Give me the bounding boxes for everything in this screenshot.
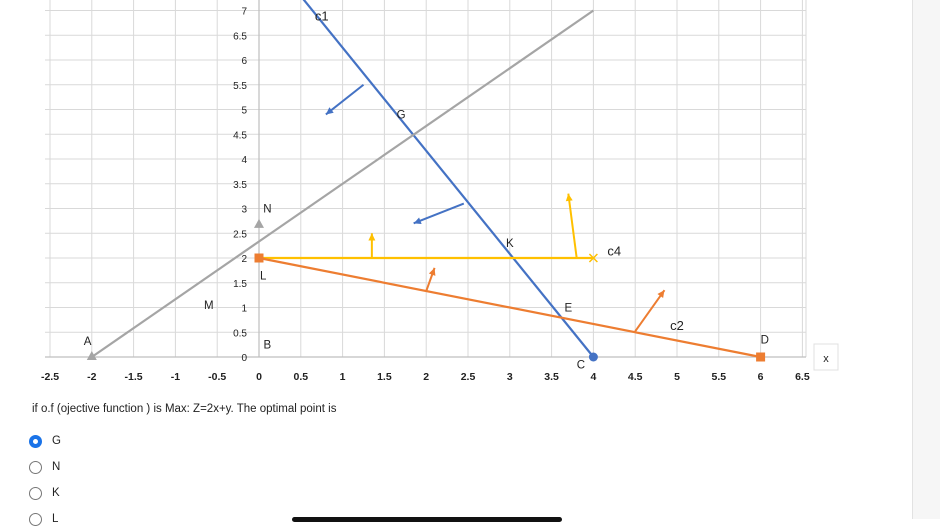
y-tick-label: 2 [241,254,247,265]
y-tick-label: 6 [241,56,247,67]
arrow-head [325,107,334,115]
point-label: C [577,359,585,371]
arrow-head [657,290,665,299]
option-g[interactable]: G [29,428,61,454]
series-line [302,0,595,358]
y-tick-label: 5 [241,106,247,117]
point-marker [86,351,97,360]
y-tick-label: 4.5 [233,130,247,141]
radio-l[interactable] [29,512,42,526]
point-label: G [397,109,406,121]
point-marker [254,218,264,228]
x-tick-label: -1.5 [125,371,143,383]
y-tick-label: 5.5 [233,81,247,92]
arrow-head [565,193,573,202]
arrow-head [413,217,422,224]
direction-arrow [567,193,578,259]
point-label: A [84,336,92,348]
x-tick-label: -2 [87,371,96,383]
question-text: if o.f (ojective function ) is Max: Z=2x… [32,403,337,415]
point-label: M [204,300,214,312]
line-label: c2 [670,318,684,333]
point-label: B [264,340,272,352]
x-tick-label: 1.5 [377,371,392,383]
x-tick-label: 5.5 [711,371,726,383]
y-tick-label: 3 [241,205,247,216]
point-label: E [564,303,572,315]
y-tick-label: 6.5 [233,31,247,42]
answer-options: G N K L [29,428,61,532]
x-tick-label: 0 [256,371,262,383]
point-marker [588,253,598,263]
x-tick-label: 2 [423,371,429,383]
x-tick-label: 4.5 [628,371,643,383]
radio-g[interactable] [29,434,42,448]
series-line [91,9,595,358]
x-axis-label-box [813,343,839,371]
direction-arrow [325,83,365,116]
option-n[interactable]: N [29,454,61,480]
x-tick-label: 3 [507,371,513,383]
x-tick-label: 4 [590,371,596,383]
line-label: c1 [315,8,329,23]
option-label-n: N [52,461,61,473]
line-label: c4 [607,244,621,259]
option-label-l: L [52,513,59,525]
y-tick-label: 0.5 [233,328,247,339]
home-indicator [292,517,562,522]
x-tick-label: 6.5 [795,371,810,383]
x-tick-label: 2.5 [461,371,476,383]
series-line [258,256,761,359]
radio-k[interactable] [29,486,42,500]
point-label: N [263,204,271,216]
point-marker [588,352,598,362]
radio-n[interactable] [29,460,42,474]
point-label: D [761,335,769,347]
y-tick-label: 1 [241,304,247,315]
y-tick-label: 2.5 [233,229,247,240]
x-tick-label: -2.5 [41,371,59,383]
point-label: L [260,270,267,282]
option-label-g: G [52,435,61,447]
option-l[interactable]: L [29,506,61,532]
x-axis-label: x [823,353,829,365]
point-marker [254,253,264,263]
x-tick-label: 5 [674,371,680,383]
x-tick-label: 6 [758,371,764,383]
x-tick-label: 0.5 [293,371,308,383]
direction-arrow [634,289,666,332]
point-marker [756,352,766,362]
y-tick-label: 1.5 [233,279,247,290]
point-label: K [506,238,514,250]
lp-chart: A N L M B G K E C Dc1 c4 c2 -2.5 -2 -1.5 -1 -0.5 0 0.5 1 1.… [41,0,839,383]
option-k[interactable]: K [29,480,61,506]
x-tick-label: 1 [340,371,346,383]
arrow-head [428,267,436,276]
option-label-k: K [52,487,60,499]
y-tick-label: 4 [241,155,247,166]
arrow-head [368,233,376,241]
y-tick-label: 0 [241,353,247,364]
x-tick-label: -1 [171,371,180,383]
y-tick-label: 3.5 [233,180,247,191]
x-tick-label: -0.5 [208,371,226,383]
y-tick-label: 7 [241,7,247,18]
direction-arrow [413,202,465,225]
side-panel [912,0,940,519]
x-tick-label: 3.5 [544,371,559,383]
